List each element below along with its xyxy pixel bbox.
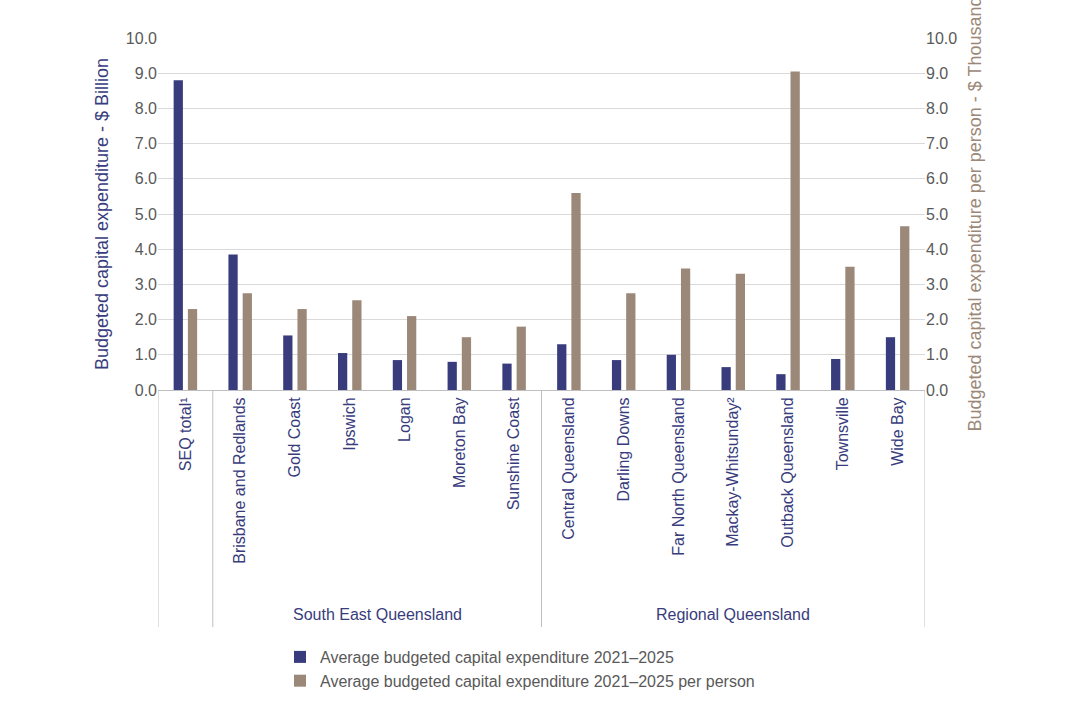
svg-text:Regional Queensland: Regional Queensland [656,606,810,623]
svg-text:5.0: 5.0 [135,206,157,223]
svg-text:Brisbane and Redlands: Brisbane and Redlands [231,397,248,563]
svg-text:7.0: 7.0 [135,135,157,152]
svg-text:Ipswich: Ipswich [341,397,358,450]
svg-text:6.0: 6.0 [926,170,948,187]
svg-text:1.0: 1.0 [135,346,157,363]
svg-text:SEQ total¹: SEQ total¹ [177,397,194,471]
svg-text:10.0: 10.0 [926,30,957,47]
svg-text:South East Queensland: South East Queensland [293,606,462,623]
svg-text:Darling Downs: Darling Downs [615,397,632,501]
svg-text:10.0: 10.0 [126,30,157,47]
svg-text:Far North Queensland: Far North Queensland [670,397,687,555]
svg-text:4.0: 4.0 [135,241,157,258]
svg-text:Sunshine Coast: Sunshine Coast [505,397,522,511]
svg-text:0.0: 0.0 [926,382,948,399]
svg-text:1.0: 1.0 [926,346,948,363]
svg-text:Logan: Logan [396,397,413,442]
svg-text:Moreton Bay: Moreton Bay [451,397,468,488]
svg-text:Wide Bay: Wide Bay [889,397,906,465]
svg-text:Central Queensland: Central Queensland [560,397,577,539]
svg-text:0.0: 0.0 [135,382,157,399]
svg-text:Average budgeted capital expen: Average budgeted capital expenditure 202… [320,673,755,690]
svg-text:4.0: 4.0 [926,241,948,258]
svg-text:3.0: 3.0 [135,276,157,293]
svg-text:3.0: 3.0 [926,276,948,293]
svg-text:5.0: 5.0 [926,206,948,223]
svg-text:6.0: 6.0 [135,170,157,187]
svg-text:8.0: 8.0 [135,100,157,117]
svg-text:7.0: 7.0 [926,135,948,152]
svg-text:9.0: 9.0 [135,65,157,82]
svg-text:Budgeted capital expenditure -: Budgeted capital expenditure - $ Billion [92,58,112,370]
svg-text:Budgeted capital expenditure p: Budgeted capital expenditure per person … [965,0,985,431]
svg-text:Townsville: Townsville [834,397,851,470]
svg-text:Gold Coast: Gold Coast [286,397,303,478]
svg-text:Average budgeted capital expen: Average budgeted capital expenditure 202… [320,649,674,666]
svg-text:8.0: 8.0 [926,100,948,117]
svg-text:2.0: 2.0 [135,311,157,328]
svg-text:2.0: 2.0 [926,311,948,328]
svg-text:Outback Queensland: Outback Queensland [779,397,796,547]
svg-text:Mackay-Whitsunday²: Mackay-Whitsunday² [724,397,741,547]
svg-text:9.0: 9.0 [926,65,948,82]
